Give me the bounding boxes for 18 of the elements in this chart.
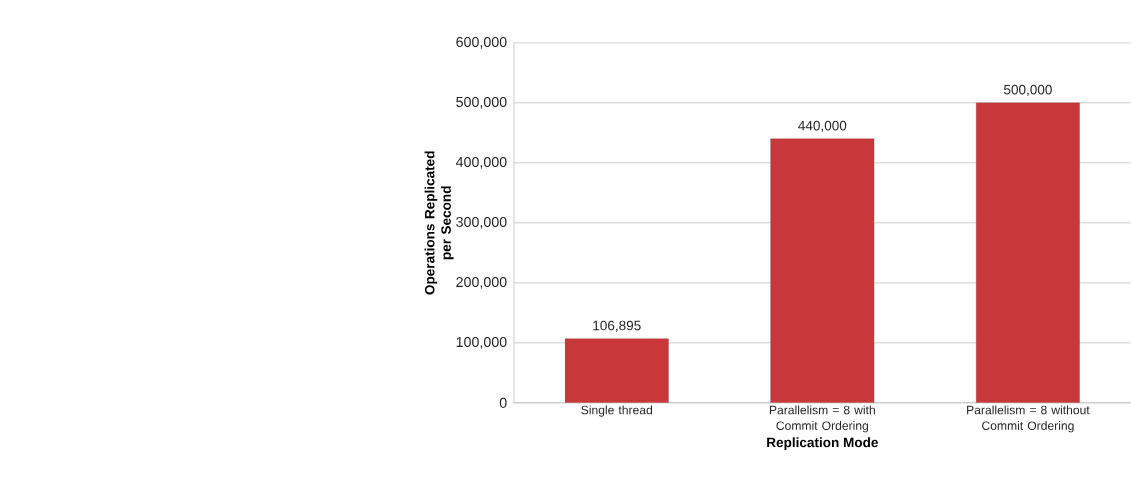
x-tick-label: Parallelism = 8 with Commit Ordering — [769, 405, 875, 433]
data-label: 500,000 — [1003, 84, 1052, 97]
bar — [564, 338, 669, 404]
data-label: 106,895 — [593, 320, 641, 333]
x-tick-label: Single thread — [581, 405, 653, 417]
y-tick-label: 500,000 — [456, 97, 507, 109]
y-axis-title: Operations Replicated per Second — [424, 151, 454, 295]
y-tick-label: 400,000 — [455, 157, 507, 169]
x-axis-title: Replication Mode — [767, 437, 878, 451]
x-tick-label: Parallelism = 8 without Commit Ordering — [967, 405, 1090, 433]
y-tick-label: 600,000 — [456, 37, 507, 49]
y-tick-label: 0 — [499, 397, 507, 409]
y-tick-label: 300,000 — [456, 217, 507, 229]
bar — [976, 102, 1080, 404]
y-tick-label: 200,000 — [456, 277, 507, 289]
y-tick-label: 100,000 — [456, 337, 507, 349]
data-label: 440,000 — [798, 120, 847, 133]
bar — [770, 138, 875, 404]
